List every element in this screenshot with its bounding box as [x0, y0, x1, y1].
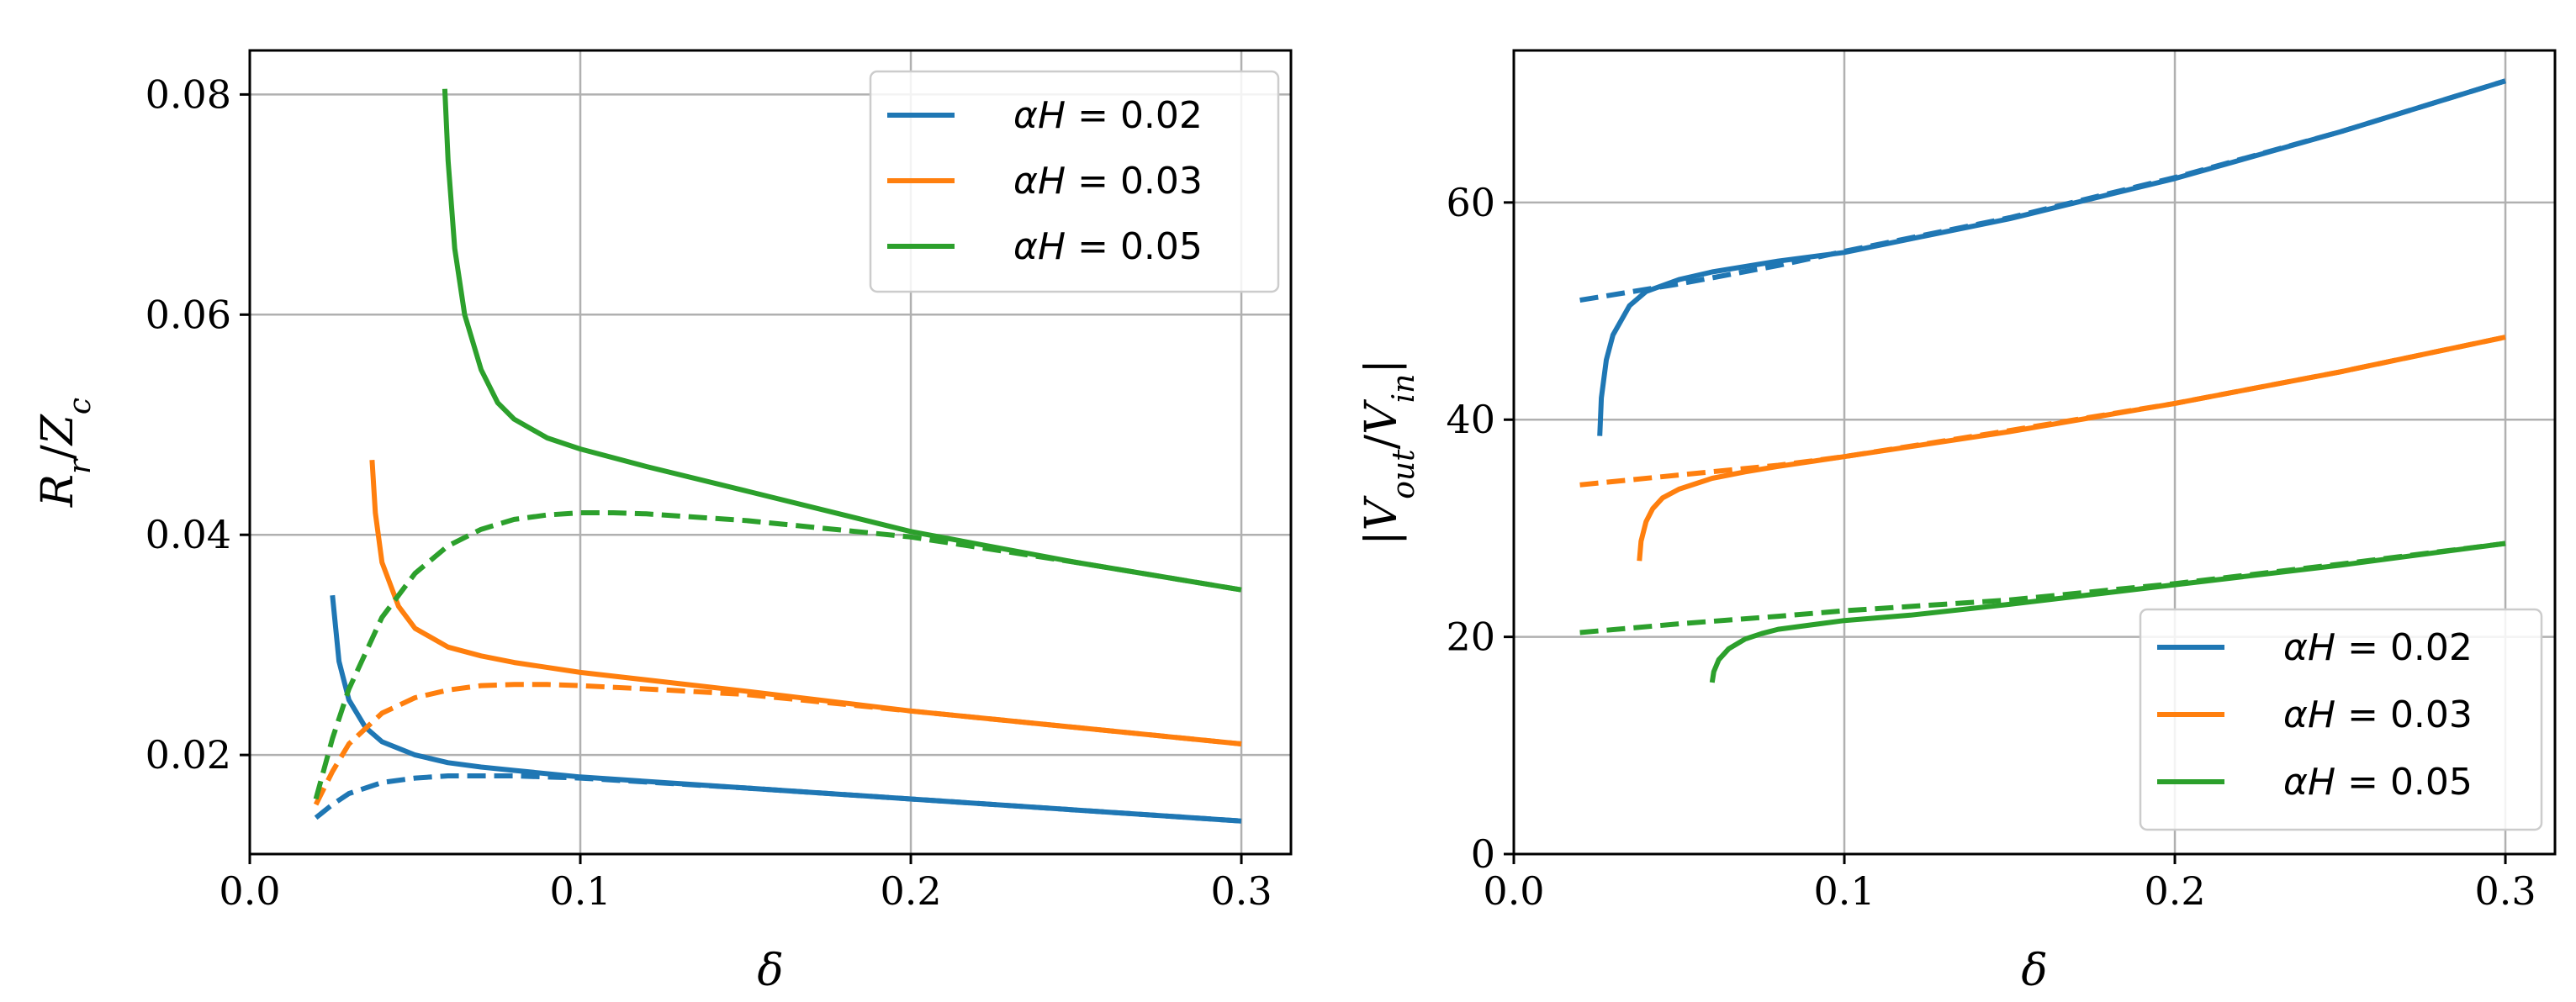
- right-ylabel-bar-left: |: [1357, 530, 1407, 546]
- left-legend-box: [869, 70, 1280, 293]
- right-y-tick-label: 60: [1446, 180, 1495, 225]
- right-ylabel-slash: /: [1357, 434, 1407, 449]
- left-y-tick-label: 0.08: [145, 71, 231, 117]
- right-series-3-dashed: [1579, 335, 2506, 488]
- right-x-tick-label: 0.0: [1483, 868, 1544, 914]
- left-y-tick-label: 0.02: [145, 732, 231, 778]
- left-x-tick-label: 0.0: [219, 868, 280, 914]
- left-legend-entry-2: αH = 0.05: [1013, 225, 1203, 268]
- left-x-tick-label: 0.1: [549, 868, 611, 914]
- left-series-3-dashed: [313, 682, 1242, 806]
- left-x-axis-label: δ: [757, 946, 783, 996]
- right-x-axis-label: δ: [2021, 946, 2047, 996]
- left-x-tick-label: 0.2: [880, 868, 941, 914]
- right-ylabel-v2: V: [1357, 399, 1407, 435]
- left-ylabel-r-sub: r: [63, 458, 98, 474]
- left-series-4-solid: [442, 88, 1242, 593]
- right-x-tick-label: 0.3: [2474, 868, 2536, 914]
- right-plot-frame: [1512, 49, 2557, 856]
- right-ylabel-v1-sub: out: [1387, 449, 1421, 499]
- left-legend: αH = 0.02 αH = 0.03 αH = 0.05: [869, 70, 1280, 293]
- right-ylabel-v2-sub: in: [1387, 374, 1421, 403]
- left-legend-entry-0: αH = 0.02: [1013, 94, 1203, 137]
- right-y-tick-label: 40: [1446, 397, 1495, 442]
- left-ylabel-z-sub: c: [63, 398, 98, 414]
- right-legend: αH = 0.02 αH = 0.03 αH = 0.05: [2139, 608, 2543, 831]
- left-series-1-dashed: [314, 773, 1242, 824]
- right-legend-entry-0: αH = 0.02: [2283, 626, 2473, 669]
- left-y-tick-label: 0.04: [145, 512, 231, 557]
- right-x-ticks: 0.0 0.1 0.2 0.3: [1483, 854, 2536, 914]
- left-y-axis-label: Rr/Zc: [33, 398, 98, 508]
- left-x-ticks: 0.0 0.1 0.2 0.3: [219, 854, 1272, 914]
- left-x-tick-label: 0.3: [1210, 868, 1272, 914]
- left-chart: 0.0 0.1 0.2 0.3 0.02 0.04 0.06 0.08 δ Rr/Zc αH…: [33, 49, 1293, 996]
- left-ylabel-z: Z: [33, 414, 83, 446]
- right-x-tick-label: 0.2: [2144, 868, 2205, 914]
- left-ylabel-slash: /: [33, 445, 83, 460]
- right-series-5-dashed: [1579, 541, 2506, 635]
- left-plot-frame: [248, 49, 1293, 856]
- right-legend-entry-2: αH = 0.05: [2283, 761, 2473, 804]
- left-ylabel-r: R: [33, 474, 83, 508]
- right-y-tick-label: 20: [1446, 614, 1495, 660]
- left-series-5-dashed: [313, 510, 1242, 800]
- right-legend-box: [2139, 608, 2543, 831]
- left-legend-entry-1: αH = 0.03: [1013, 160, 1203, 203]
- right-y-ticks: 0 20 40 60: [1446, 180, 1514, 877]
- right-series-1-dashed: [1579, 78, 2506, 303]
- right-x-tick-label: 0.1: [1813, 868, 1875, 914]
- right-ylabel-bar-right: |: [1357, 359, 1407, 374]
- left-y-ticks: 0.02 0.04 0.06 0.08: [145, 71, 250, 778]
- right-y-axis-label: |Vout/Vin|: [1357, 359, 1421, 546]
- right-legend-entry-1: αH = 0.03: [2283, 693, 2473, 736]
- left-series-group: [313, 88, 1242, 824]
- right-series-group: [1579, 78, 2506, 683]
- right-ylabel-v1: V: [1357, 495, 1407, 530]
- left-y-tick-label: 0.06: [145, 292, 231, 337]
- right-y-tick-label: 0: [1471, 831, 1495, 877]
